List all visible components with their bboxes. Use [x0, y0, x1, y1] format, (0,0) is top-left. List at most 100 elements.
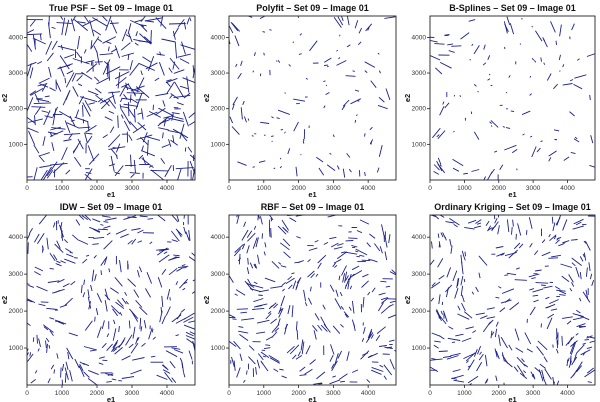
vector-mark	[123, 103, 139, 107]
vector-mark	[541, 284, 546, 287]
vector-mark	[282, 238, 291, 247]
vector-mark	[502, 126, 505, 128]
vector-mark	[173, 69, 185, 74]
vector-mark	[97, 38, 103, 43]
vector-mark	[579, 297, 582, 302]
vector-mark	[464, 226, 475, 230]
vector-mark	[305, 77, 308, 80]
vector-mark	[457, 313, 470, 320]
vector-mark	[291, 305, 294, 318]
vector-mark	[103, 240, 113, 250]
x-tick-label: 3000	[326, 390, 341, 397]
vector-mark	[350, 98, 361, 105]
vector-mark	[27, 353, 34, 362]
vector-mark	[42, 166, 52, 180]
vector-mark	[107, 134, 121, 148]
vector-mark	[100, 256, 108, 266]
vector-mark	[389, 300, 396, 304]
vector-mark	[309, 286, 312, 292]
vector-mark	[176, 215, 180, 222]
vector-mark	[548, 150, 557, 157]
vector-mark	[313, 382, 323, 385]
vector-mark	[295, 321, 298, 331]
vector-mark	[162, 100, 166, 107]
vector-mark	[293, 121, 299, 132]
vector-mark	[110, 48, 118, 53]
vector-mark	[236, 215, 238, 218]
vector-mark	[82, 105, 84, 117]
vector-mark	[117, 299, 124, 307]
vector-mark	[440, 310, 443, 315]
vector-mark	[543, 62, 546, 65]
vector-mark	[51, 127, 66, 130]
vector-mark	[449, 239, 452, 247]
vector-mark	[391, 269, 396, 274]
vector-mark	[137, 240, 143, 243]
vector-mark	[432, 127, 441, 139]
vector-mark	[480, 315, 488, 320]
vector-mark	[281, 219, 289, 231]
vector-mark	[129, 60, 133, 71]
vector-mark	[133, 159, 136, 174]
vector-mark	[310, 273, 316, 279]
vector-mark	[88, 102, 95, 105]
vector-mark	[27, 63, 32, 77]
vector-mark	[249, 262, 254, 269]
vector-mark	[85, 59, 95, 63]
vector-mark	[583, 240, 587, 244]
vector-mark	[120, 42, 131, 51]
vector-mark	[123, 215, 136, 221]
vector-mark	[587, 381, 592, 383]
vector-mark	[112, 348, 117, 352]
y-tick-label: 3000	[9, 271, 24, 278]
vector-mark	[588, 262, 591, 272]
vector-mark	[181, 41, 186, 55]
vector-mark	[389, 359, 395, 370]
vector-mark	[278, 307, 284, 318]
vector-mark	[495, 375, 498, 382]
vector-mark	[288, 284, 293, 290]
y-tick-label: 3000	[412, 271, 427, 278]
vector-mark	[332, 134, 335, 138]
vector-mark	[38, 338, 41, 347]
vector-mark	[188, 256, 195, 262]
vector-mark	[495, 321, 499, 327]
vector-mark	[433, 344, 439, 349]
vector-mark	[434, 43, 445, 45]
y-tick-label: 4000	[211, 234, 226, 241]
vector-mark	[277, 225, 287, 235]
vector-mark	[461, 295, 465, 303]
vector-mark	[484, 354, 488, 367]
vector-mark	[566, 320, 572, 325]
vector-mark	[168, 23, 186, 25]
y-tick-label: 3000	[211, 271, 226, 278]
vector-mark	[81, 215, 89, 220]
vector-mark	[388, 339, 395, 342]
panel-1: True PSF – Set 09 – Image 01 0 1000 2000 300…	[0, 3, 196, 199]
vector-mark	[490, 168, 495, 175]
vector-mark	[433, 164, 440, 171]
vector-mark	[345, 279, 350, 287]
vector-mark	[573, 83, 583, 90]
vector-mark	[62, 89, 71, 106]
vector-mark	[459, 95, 461, 98]
vector-mark	[192, 167, 195, 180]
vector-mark	[179, 357, 183, 363]
vector-mark	[332, 325, 341, 334]
vector-mark	[340, 16, 344, 22]
vector-mark	[546, 317, 553, 330]
panel-title: B-Splines – Set 09 – Image 01	[449, 3, 576, 13]
vector-mark	[158, 254, 170, 263]
vector-mark	[273, 368, 279, 372]
vector-mark	[248, 345, 255, 351]
x-tick-label: 2000	[291, 185, 306, 192]
vector-mark	[74, 116, 89, 123]
vector-mark	[75, 219, 81, 226]
vector-mark	[514, 328, 520, 341]
vector-mark	[238, 253, 241, 265]
vector-field	[27, 215, 195, 385]
vector-mark	[42, 136, 46, 146]
vector-mark	[366, 379, 371, 383]
vector-mark	[106, 333, 110, 338]
vector-mark	[572, 369, 578, 377]
